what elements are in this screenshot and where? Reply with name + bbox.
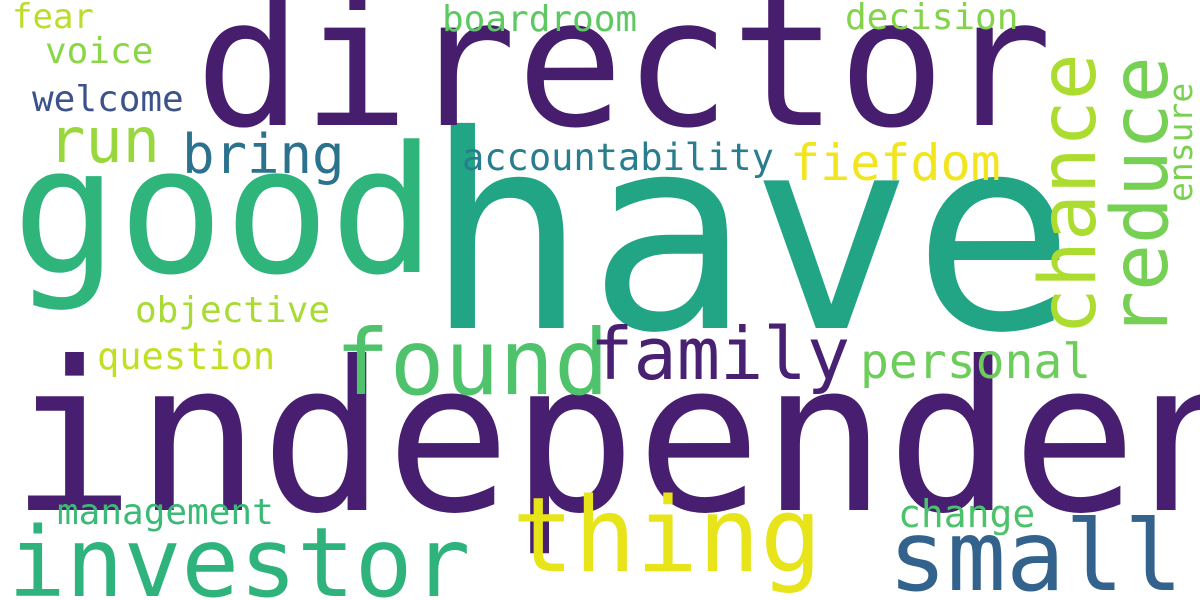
word-voice: voice — [45, 31, 154, 72]
word-decision: decision — [845, 0, 1019, 38]
word-have: have — [425, 77, 1076, 392]
word-found: found — [335, 311, 609, 416]
word-director: director — [195, 0, 1053, 167]
word-accountability: accountability — [462, 136, 774, 179]
word-small: small — [888, 500, 1184, 600]
word-independent: independent — [10, 318, 1200, 560]
word-change: change — [898, 492, 1036, 536]
word-fiefdom: fiefdom — [790, 134, 1001, 192]
word-management: management — [57, 492, 274, 533]
word-personal: personal — [860, 334, 1092, 390]
word-investor: investor — [8, 507, 471, 600]
word-family: family — [590, 312, 851, 396]
word-thing: thing — [512, 476, 823, 596]
word-ensure: ensure — [1161, 82, 1200, 202]
word-question: question — [97, 335, 276, 378]
word-bring: bring — [182, 123, 345, 186]
word-boardroom: boardroom — [442, 0, 638, 40]
word-good: good — [12, 109, 436, 314]
word-fear: fear — [12, 0, 94, 37]
word-run: run — [48, 104, 160, 177]
word-welcome: welcome — [32, 79, 184, 120]
word-objective: objective — [135, 290, 331, 331]
